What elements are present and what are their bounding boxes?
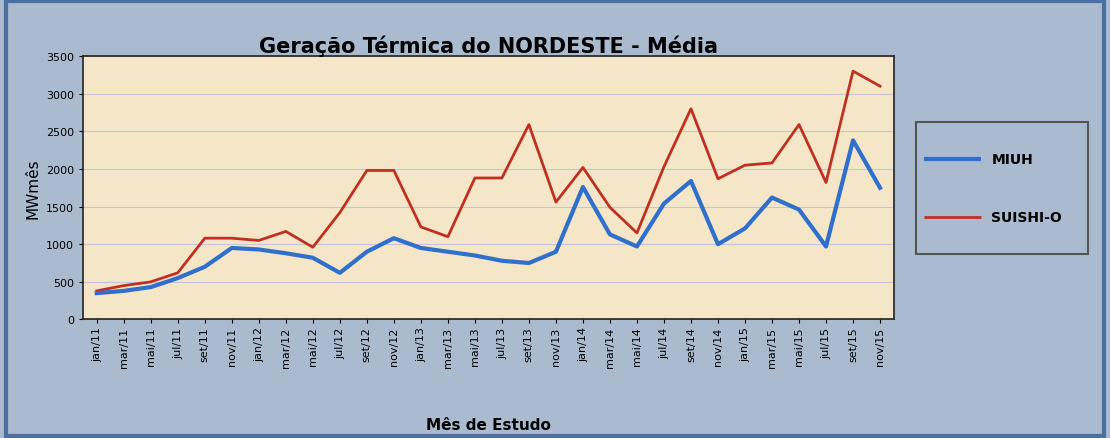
Text: Geração Térmica do NORDESTE - Média: Geração Térmica do NORDESTE - Média <box>259 35 718 57</box>
Text: Mês de Estudo: Mês de Estudo <box>426 417 551 432</box>
Text: SUISHI-O: SUISHI-O <box>991 210 1062 224</box>
Text: MIUH: MIUH <box>991 152 1033 166</box>
Y-axis label: MWmês: MWmês <box>26 158 41 219</box>
